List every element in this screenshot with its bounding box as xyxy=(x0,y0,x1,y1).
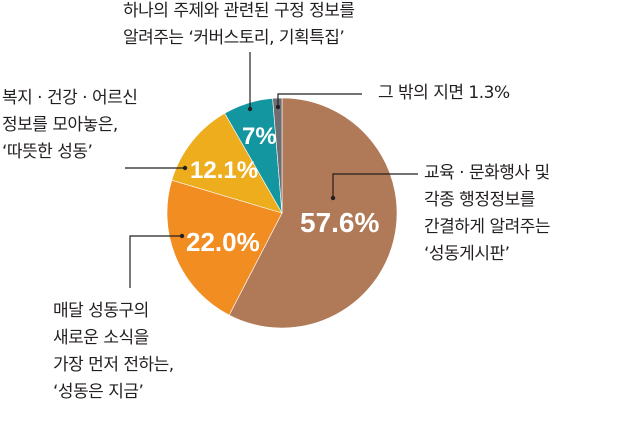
leader-line-orange xyxy=(129,235,182,288)
pie-slices xyxy=(166,97,398,329)
leader-dot-brown xyxy=(330,195,336,201)
label-cover-story: 하나의 주제와 관련된 구정 정보를 알려주는 ‘커버스토리, 기획특집’ xyxy=(123,0,355,52)
label-line: 각종 행정정보를 xyxy=(424,190,535,210)
value-label-brown: 57.6% xyxy=(300,207,379,238)
label-line: 알려주는 ‘커버스토리, 기획특집’ xyxy=(123,28,345,48)
label-line: 가장 먼저 전하는, xyxy=(53,355,174,375)
slice-gray xyxy=(272,97,283,214)
label-line: 하나의 주제와 관련된 구정 정보를 xyxy=(123,1,355,21)
slice-orange xyxy=(166,179,283,316)
label-line: 그 밖의 지면 1.3% xyxy=(378,83,510,103)
leader-dot-yellow xyxy=(182,165,188,171)
label-line: ‘성동은 지금’ xyxy=(53,382,144,402)
label-other: 그 밖의 지면 1.3% xyxy=(378,80,510,107)
value-label-teal: 7% xyxy=(242,123,277,150)
value-label-orange: 22.0% xyxy=(186,227,260,257)
label-line: 정보를 모아놓은, xyxy=(2,115,118,135)
label-line: 복지 · 건강 · 어르신 xyxy=(2,88,138,108)
leader-dot-orange xyxy=(179,233,185,239)
leader-line-brown xyxy=(332,173,418,198)
label-line: ‘따뜻한 성동’ xyxy=(2,142,93,162)
label-line: 간결하게 알려주는 xyxy=(424,217,551,237)
label-seongdong-now: 매달 성동구의 새로운 소식을 가장 먼저 전하는, ‘성동은 지금’ xyxy=(53,298,174,406)
leader-dot-gray xyxy=(275,104,281,110)
label-line: 매달 성동구의 xyxy=(53,301,149,321)
label-warm-seongdong: 복지 · 건강 · 어르신 정보를 모아놓은, ‘따뜻한 성동’ xyxy=(2,85,138,166)
slice-yellow xyxy=(171,112,283,214)
leader-line-gray xyxy=(277,93,362,107)
slice-brown xyxy=(228,97,398,329)
label-line: 새로운 소식을 xyxy=(53,328,149,348)
label-seongdong-board: 교육 · 문화행사 및 각종 행정정보를 간결하게 알려주는 ‘성동게시판’ xyxy=(424,160,551,268)
label-line: 교육 · 문화행사 및 xyxy=(424,163,550,183)
value-label-yellow: 12.1% xyxy=(190,157,258,184)
label-line: ‘성동게시판’ xyxy=(424,244,510,264)
leader-dot-teal xyxy=(247,106,253,112)
